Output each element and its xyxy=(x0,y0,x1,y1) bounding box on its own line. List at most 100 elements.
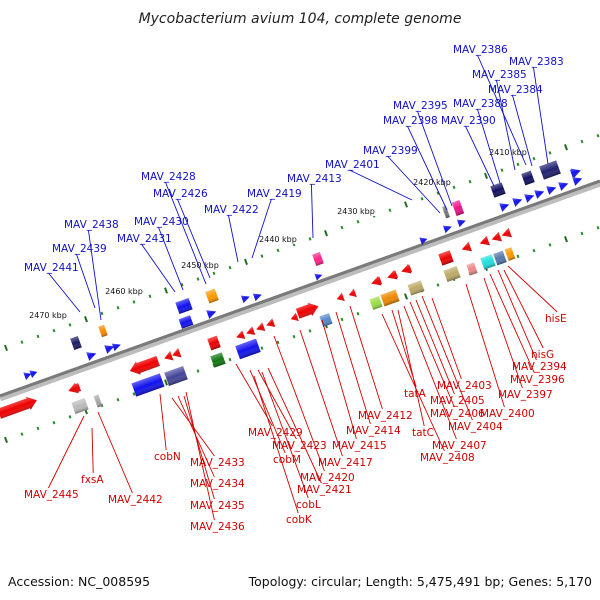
gene-arrow-forward xyxy=(111,343,121,352)
gene-arrow-reverse xyxy=(290,312,299,322)
gene-block xyxy=(480,254,496,270)
gene-label[interactable]: MAV_2429 xyxy=(248,427,303,439)
leader-line xyxy=(299,329,343,457)
gene-block xyxy=(438,250,454,266)
gene-arrow-forward xyxy=(240,295,250,304)
leader-line xyxy=(97,411,133,494)
gene-label[interactable]: MAV_2422 xyxy=(204,204,259,216)
gene-label[interactable]: MAV_2434 xyxy=(190,478,245,490)
gene-label[interactable]: MAV_2417 xyxy=(318,457,373,469)
scale-tick xyxy=(516,254,520,259)
gene-arrow-forward xyxy=(524,194,535,203)
scale-tick xyxy=(148,294,152,298)
gene-label[interactable]: MAV_2395 xyxy=(393,100,448,112)
gene-arrow-reverse xyxy=(266,318,276,327)
gene-label[interactable]: MAV_2413 xyxy=(287,173,342,185)
gene-label[interactable]: cobN xyxy=(154,451,181,463)
gene-label[interactable]: MAV_2426 xyxy=(153,188,208,200)
gene-label[interactable]: cobL xyxy=(296,499,321,511)
gene-label[interactable]: MAV_2397 xyxy=(498,389,553,401)
scale-tick xyxy=(580,139,584,144)
scale-tick xyxy=(260,346,264,350)
gene-label[interactable]: MAV_2398 xyxy=(383,115,438,127)
gene-label[interactable]: MAV_2436 xyxy=(190,521,245,533)
scale-label-bg xyxy=(336,206,376,216)
gene-label[interactable]: MAV_2394 xyxy=(512,361,567,373)
gene-label[interactable]: MAV_2442 xyxy=(108,494,163,506)
gene-label[interactable]: MAV_2428 xyxy=(141,171,196,183)
leader-line xyxy=(141,243,176,293)
gene-label[interactable]: tatA xyxy=(404,388,427,400)
leader-line xyxy=(227,214,239,263)
leader-line xyxy=(48,272,81,313)
gene-label[interactable]: MAV_2383 xyxy=(509,56,564,68)
gene-label[interactable]: MAV_2445 xyxy=(24,489,79,501)
leader-line xyxy=(406,125,448,211)
gene-label[interactable]: MAV_2401 xyxy=(325,159,380,171)
leader-line xyxy=(476,108,501,184)
gene-label[interactable]: MAV_2415 xyxy=(332,440,387,452)
gene-label[interactable]: MAV_2438 xyxy=(64,219,119,231)
scale-tick xyxy=(436,283,440,287)
leader-line xyxy=(349,305,383,410)
gene-label[interactable]: hisG xyxy=(531,349,554,361)
genome-backbone xyxy=(0,179,600,402)
gene-label[interactable]: MAV_2406 xyxy=(430,408,485,420)
gene-label[interactable]: MAV_2404 xyxy=(448,421,503,433)
scale-tick xyxy=(388,208,392,212)
scale-label-bg xyxy=(180,260,220,270)
gene-label[interactable]: MAV_2396 xyxy=(510,374,565,386)
scale-tick xyxy=(308,329,312,333)
genome-summary-text: Topology: circular; Length: 5,475,491 bp… xyxy=(248,574,592,589)
scale-label: 2440 kbp xyxy=(259,235,297,244)
scale-tick xyxy=(596,225,600,230)
gene-label[interactable]: MAV_2405 xyxy=(430,395,485,407)
gene-arrow-forward xyxy=(295,302,319,319)
gene-label[interactable]: MAV_2421 xyxy=(297,484,352,496)
scale-tick xyxy=(84,316,88,323)
gene-label[interactable]: cobM xyxy=(273,454,301,466)
gene-block xyxy=(210,352,226,368)
gene-label[interactable]: fxsA xyxy=(81,474,104,486)
gene-label[interactable]: MAV_2420 xyxy=(300,472,355,484)
gene-label[interactable]: MAV_2412 xyxy=(358,410,413,422)
leader-line xyxy=(507,265,558,313)
gene-label[interactable]: MAV_2441 xyxy=(24,262,79,274)
scale-tick xyxy=(20,432,24,436)
gene-label[interactable]: MAV_2430 xyxy=(134,216,189,228)
gene-label[interactable]: MAV_2403 xyxy=(437,380,492,392)
scale-tick xyxy=(196,277,200,281)
gene-label[interactable]: tatC xyxy=(412,427,434,439)
scale-tick xyxy=(276,248,280,253)
gene-label[interactable]: hisE xyxy=(545,313,567,325)
gene-label[interactable]: MAV_2399 xyxy=(363,145,418,157)
gene-label[interactable]: MAV_2388 xyxy=(453,98,508,110)
gene-arrow-reverse xyxy=(461,241,472,252)
gene-label[interactable]: MAV_2400 xyxy=(480,408,535,420)
gene-label[interactable]: MAV_2407 xyxy=(432,440,487,452)
scale-tick xyxy=(548,243,552,247)
gene-label[interactable]: MAV_2439 xyxy=(52,243,107,255)
gene-label[interactable]: MAV_2414 xyxy=(346,425,401,437)
gene-label[interactable]: cobK xyxy=(286,514,313,526)
scale-tick xyxy=(292,334,296,339)
leader-line xyxy=(261,371,309,499)
gene-label[interactable]: MAV_2433 xyxy=(190,457,245,469)
gene-label[interactable]: MAV_2423 xyxy=(272,440,327,452)
gene-label[interactable]: MAV_2408 xyxy=(420,452,475,464)
gene-label[interactable]: MAV_2390 xyxy=(441,115,496,127)
scale-label: 2410 kbp xyxy=(489,148,527,157)
gene-label[interactable]: MAV_2385 xyxy=(472,69,527,81)
gene-block xyxy=(443,265,461,283)
leader-line xyxy=(176,198,211,279)
gene-label[interactable]: MAV_2386 xyxy=(453,44,508,56)
gene-label[interactable]: MAV_2431 xyxy=(117,233,172,245)
gene-arrow-forward xyxy=(572,177,583,186)
genome-title: Mycobacterium avium 104, complete genome xyxy=(139,11,462,27)
scale-tick xyxy=(68,415,72,419)
leader-line xyxy=(257,369,297,440)
gene-label[interactable]: MAV_2419 xyxy=(247,188,302,200)
gene-label[interactable]: MAV_2435 xyxy=(190,500,245,512)
gene-label[interactable]: MAV_2384 xyxy=(488,84,543,96)
